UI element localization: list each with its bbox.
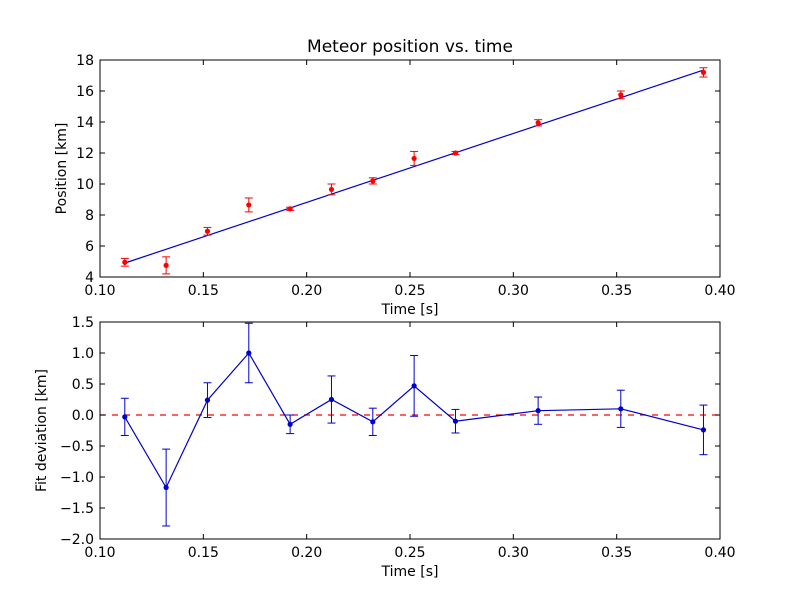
data-point (370, 178, 376, 184)
y-tick-label: 12 (76, 146, 94, 162)
data-point (328, 186, 335, 193)
data-point (370, 419, 376, 425)
data-point (204, 228, 211, 234)
data-point (122, 259, 128, 265)
x-tick-label: 0.10 (84, 545, 115, 561)
data-point (287, 206, 293, 212)
y-tick-label: 10 (76, 177, 94, 193)
deviation-line (124, 351, 704, 489)
data-point (246, 350, 252, 356)
data-point (163, 484, 169, 491)
chart-title: Meteor position vs. time (307, 37, 513, 57)
x-tick-label: 0.15 (188, 545, 219, 561)
x-axis-label: Time [s] (381, 564, 439, 580)
data-point (700, 69, 707, 75)
data-point (122, 414, 128, 420)
y-tick-label: −2.0 (60, 532, 94, 548)
x-tick-label: 0.30 (498, 545, 529, 561)
data-point (163, 262, 169, 268)
data-point (287, 421, 293, 427)
x-tick-label: 0.40 (704, 545, 735, 561)
y-tick-label: −1.5 (60, 501, 94, 517)
y-tick-label: 4 (85, 270, 94, 286)
y-axis-label: Fit deviation [km] (34, 369, 50, 492)
plot-area (120, 67, 708, 275)
position-chart: Meteor position vs. time 0.10 0.15 0.20 0.2… (54, 37, 736, 318)
y-tick-label: 0.0 (72, 408, 94, 424)
data-point (452, 418, 459, 424)
y-tick-label: 18 (76, 53, 94, 69)
x-axis-label: Time [s] (381, 302, 439, 318)
x-tick-label: 0.20 (291, 545, 322, 561)
y-axis-label: Position [km] (54, 123, 70, 215)
data-point (328, 396, 335, 403)
x-tick-label: 0.35 (601, 545, 632, 561)
y-tick-label: 0.5 (72, 377, 94, 393)
data-point (618, 406, 624, 412)
y-axis-ticks: −2.0 −1.5 −1.0 −0.5 0.0 0.5 1.0 1.5 (60, 315, 720, 548)
x-axis-ticks: 0.10 0.15 0.20 0.25 0.30 0.35 0.40 (84, 60, 736, 299)
y-axis-ticks: 4 6 8 10 12 14 16 18 (76, 53, 720, 286)
x-tick-label: 0.20 (291, 283, 322, 299)
x-axis-ticks: 0.10 0.15 0.20 0.25 0.30 0.35 0.40 (84, 322, 736, 561)
data-point (204, 397, 211, 403)
y-tick-label: 16 (76, 84, 94, 100)
data-point (246, 202, 252, 208)
y-tick-label: 1.0 (72, 346, 94, 362)
x-tick-label: 0.25 (394, 545, 425, 561)
y-tick-label: 8 (85, 208, 94, 224)
x-tick-label: 0.35 (601, 283, 632, 299)
y-tick-label: 14 (76, 115, 94, 131)
data-point (452, 150, 459, 156)
y-tick-label: −1.0 (60, 470, 94, 486)
data-point (411, 383, 417, 389)
x-tick-label: 0.30 (498, 283, 529, 299)
x-tick-label: 0.15 (188, 283, 219, 299)
data-point (535, 408, 541, 414)
y-tick-label: 6 (85, 239, 94, 255)
plot-area (100, 322, 720, 527)
x-tick-label: 0.10 (84, 283, 115, 299)
fit-line (124, 69, 704, 264)
data-point (535, 120, 541, 126)
x-tick-label: 0.40 (704, 283, 735, 299)
y-tick-label: 1.5 (72, 315, 94, 331)
data-point (618, 92, 624, 98)
data-point (700, 427, 707, 433)
deviation-chart: 0.10 0.15 0.20 0.25 0.30 0.35 0.40 −2.0 −1.5 −1.… (34, 315, 736, 580)
data-point (411, 155, 417, 162)
x-tick-label: 0.25 (394, 283, 425, 299)
y-tick-label: −0.5 (60, 439, 94, 455)
